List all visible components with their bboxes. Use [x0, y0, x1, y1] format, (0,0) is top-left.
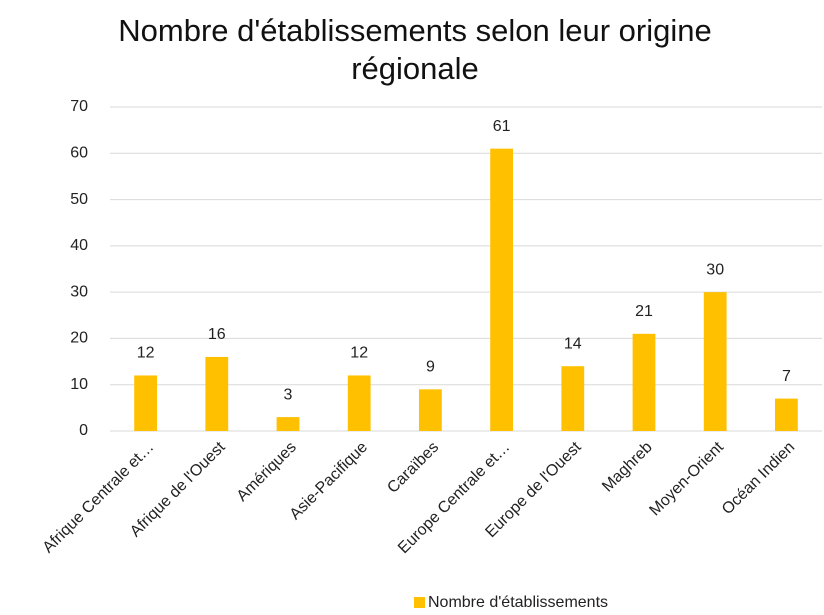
- bar: [703, 292, 727, 431]
- bar: [632, 333, 656, 431]
- data-label: 7: [782, 368, 791, 385]
- data-label: 21: [635, 303, 653, 320]
- y-tick-label: 70: [70, 98, 88, 115]
- y-tick-label: 60: [70, 145, 88, 162]
- data-label: 61: [493, 118, 511, 135]
- data-label: 14: [564, 335, 582, 352]
- x-tick-label: Caraïbes: [384, 439, 442, 497]
- x-tick-label: Moyen-Orient: [646, 438, 727, 519]
- x-tick-label: Amériques: [234, 439, 300, 505]
- x-tick-label: Océan Indien: [719, 439, 798, 518]
- y-tick-label: 10: [70, 376, 88, 393]
- y-tick-label: 20: [70, 330, 88, 347]
- bar: [419, 389, 442, 431]
- y-tick-label: 30: [70, 283, 88, 300]
- data-label: 12: [137, 345, 155, 362]
- data-label: 9: [426, 359, 435, 376]
- bar: [347, 375, 371, 431]
- y-tick-label: 50: [70, 191, 88, 208]
- chart-title: Nombre d'établissements selon leur origi…: [118, 13, 712, 86]
- data-label: 3: [284, 386, 293, 403]
- y-tick-label: 0: [79, 422, 88, 439]
- bar: [134, 375, 157, 431]
- bar: [490, 148, 513, 431]
- data-label: 30: [706, 261, 724, 278]
- x-tick-label: Asie-Pacifique: [287, 439, 371, 523]
- legend-label: Nombre d'établissements: [428, 594, 608, 611]
- y-tick-label: 40: [70, 237, 88, 254]
- bar: [276, 417, 300, 431]
- bar: [561, 366, 585, 431]
- data-label: 12: [350, 345, 368, 362]
- data-label: 16: [208, 326, 226, 343]
- legend-swatch: [414, 597, 425, 608]
- bar: [775, 398, 798, 431]
- bar: [205, 356, 229, 431]
- x-tick-label: Maghreb: [599, 439, 656, 496]
